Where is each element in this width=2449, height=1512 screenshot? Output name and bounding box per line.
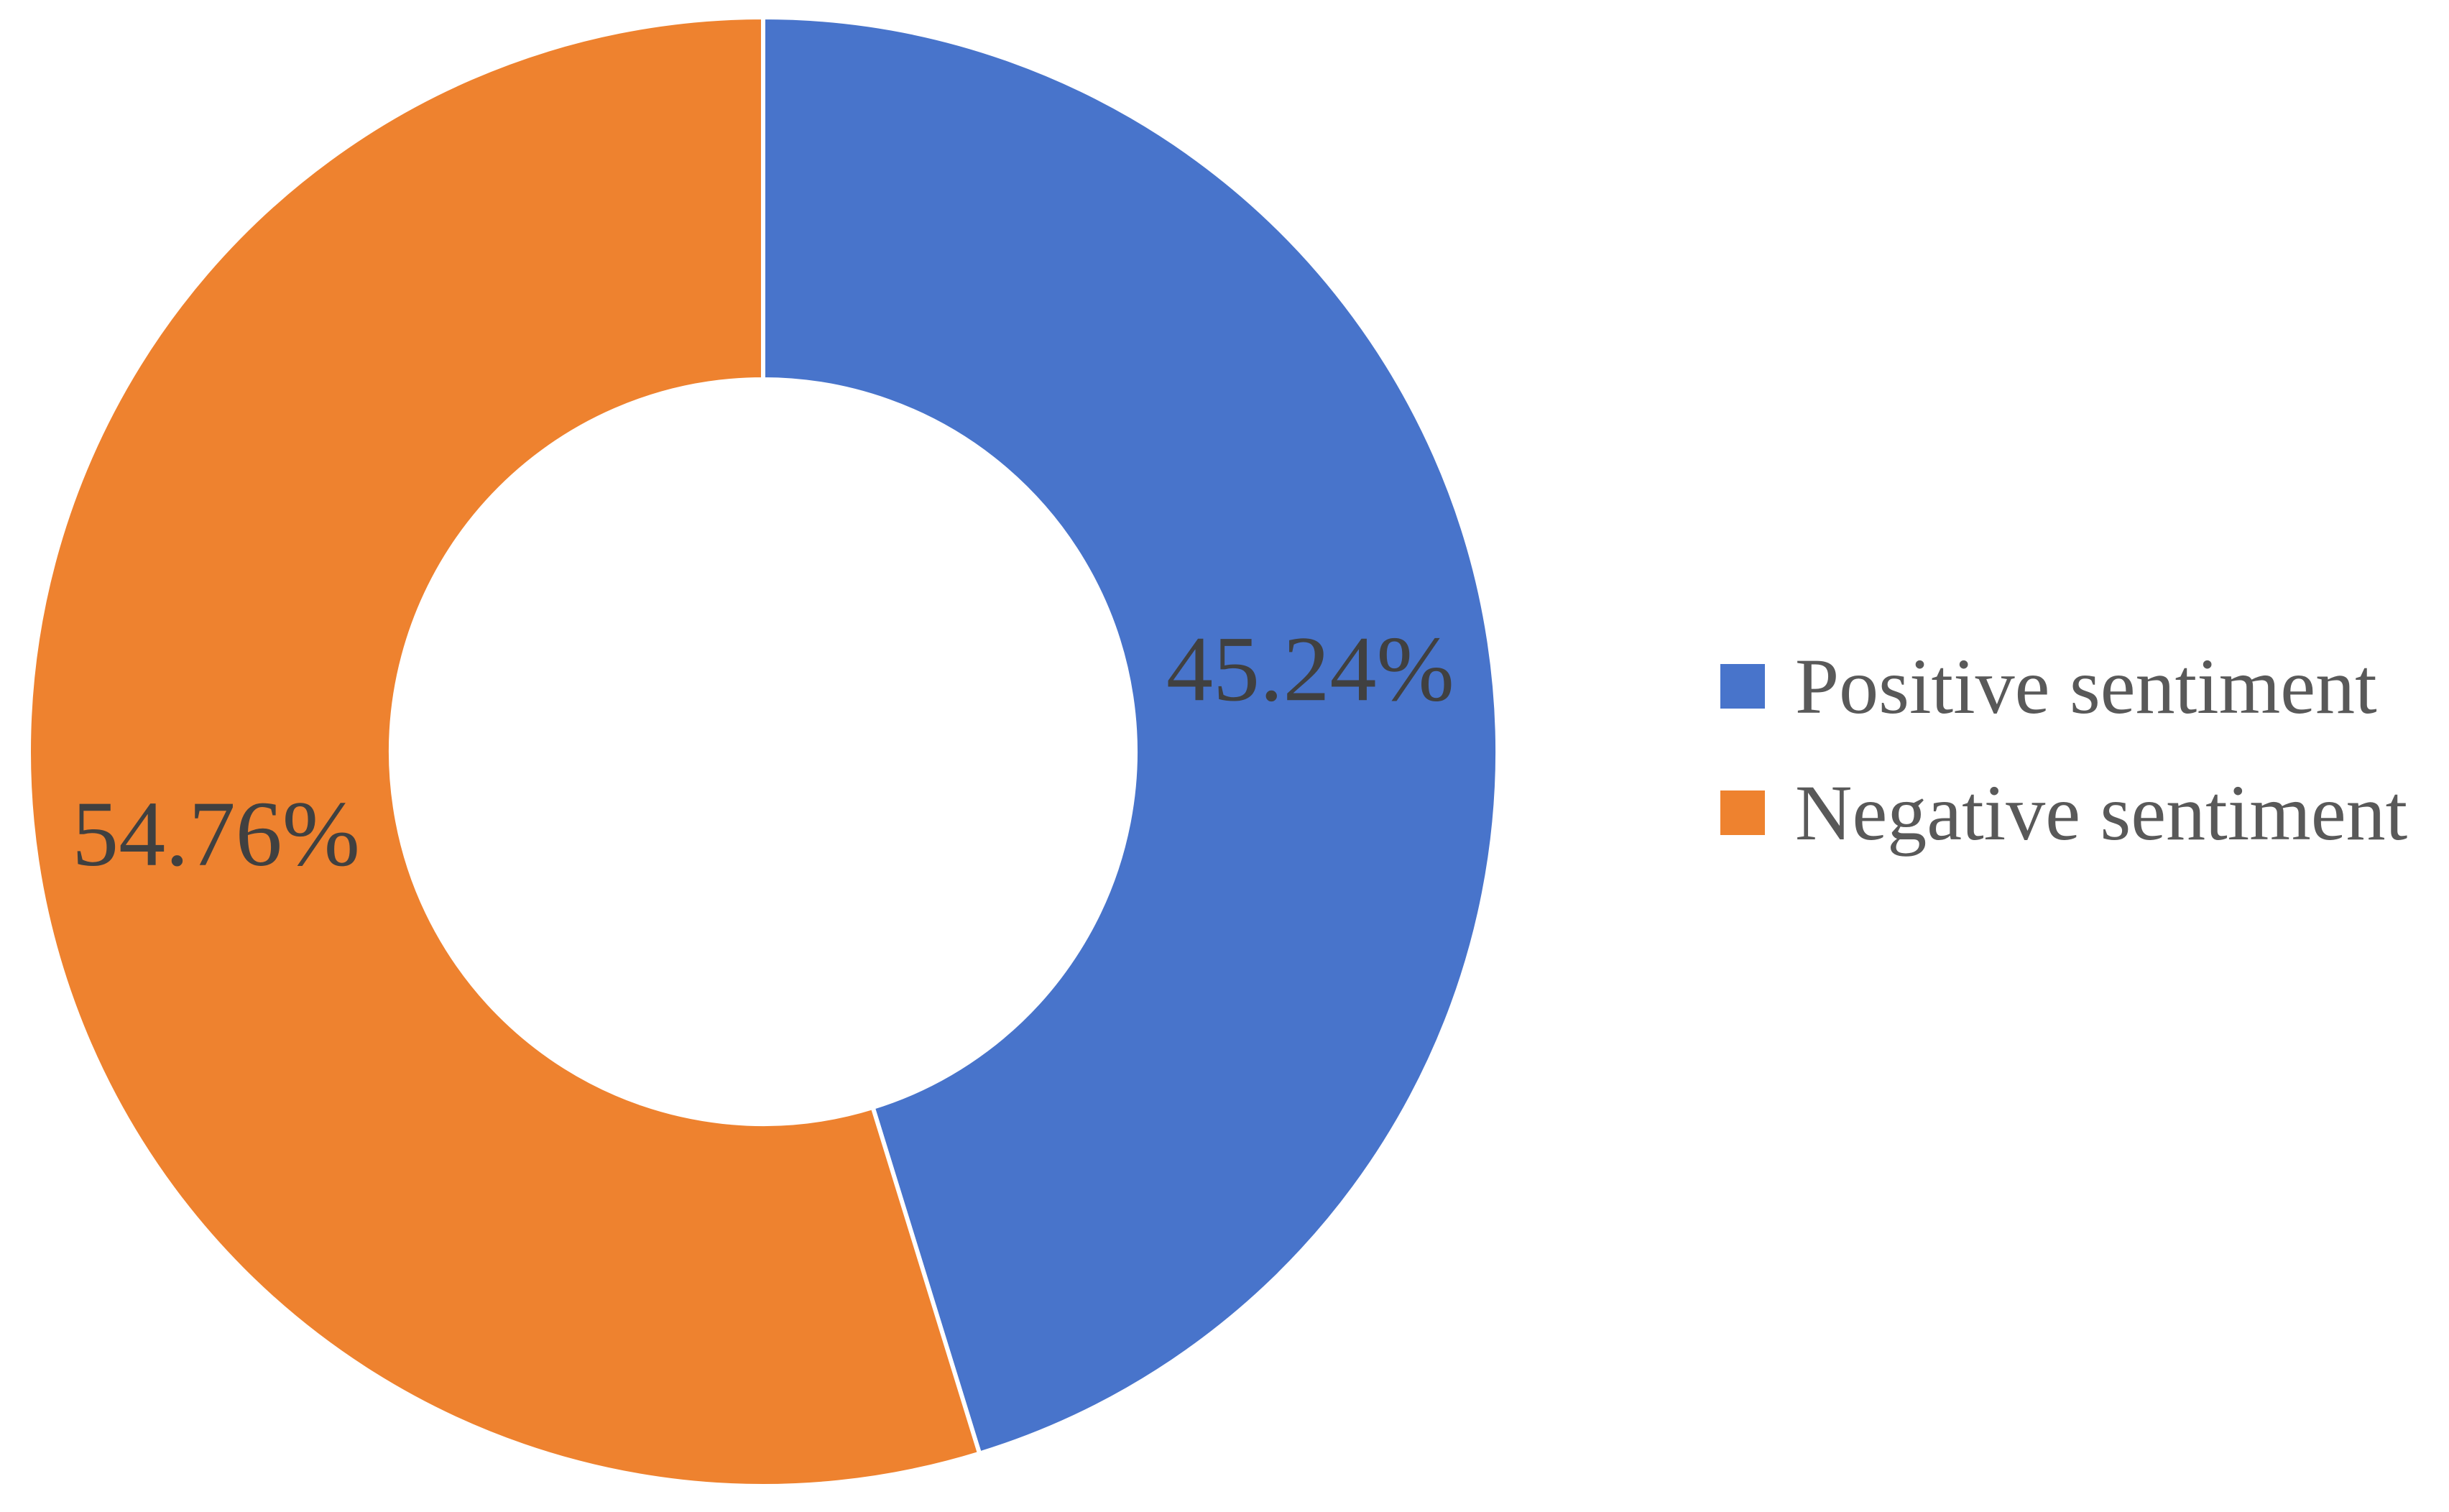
donut-slice-negative-sentiment — [27, 14, 982, 1488]
legend-swatch-negative-sentiment — [1720, 790, 1765, 835]
legend-swatch-positive-sentiment — [1720, 664, 1765, 709]
legend-label-positive-sentiment: Positive sentiment — [1795, 642, 2377, 730]
data-labels: 45.24% 54.76% — [72, 617, 1454, 885]
data-label-negative-sentiment: 54.76% — [72, 783, 360, 886]
legend: Positive sentiment Negative sentiment — [1720, 642, 2407, 857]
donut-slice-positive-sentiment — [761, 14, 1500, 1457]
legend-label-negative-sentiment: Negative sentiment — [1795, 769, 2407, 857]
data-label-positive-sentiment: 45.24% — [1166, 617, 1454, 721]
donut-slices — [27, 14, 1500, 1488]
